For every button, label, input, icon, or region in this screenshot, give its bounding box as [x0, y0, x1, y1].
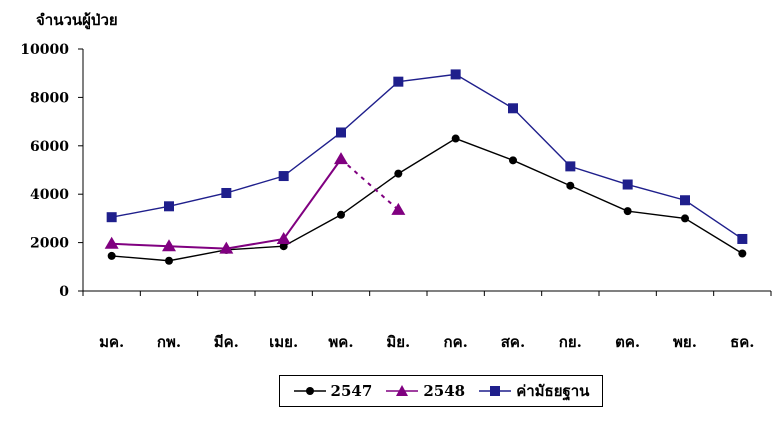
chart-legend: 2547 2548 ค่ามัธยฐาน	[279, 375, 603, 407]
data-point-2548	[276, 231, 291, 244]
legend-line-circle-icon	[293, 387, 326, 395]
y-tick-label: 8000	[30, 90, 69, 106]
data-point-ค่ามัธยฐาน	[508, 103, 518, 114]
data-point-2547	[509, 156, 517, 165]
x-tick-label: ธค.	[730, 333, 754, 351]
data-point-ค่ามัธยฐาน	[393, 76, 404, 87]
x-tick-label: กย.	[559, 333, 582, 351]
x-tick-label: สค.	[501, 333, 525, 351]
x-tick-label: มีค.	[214, 333, 239, 351]
data-point-2548	[104, 236, 119, 249]
data-point-2548	[391, 202, 406, 215]
data-point-2547	[623, 207, 632, 216]
data-point-ค่ามัธยฐาน	[221, 187, 232, 198]
x-tick-label: กพ.	[157, 333, 181, 351]
data-point-2547	[337, 210, 345, 219]
data-point-ค่ามัธยฐาน	[737, 233, 748, 244]
data-point-ค่ามัธยฐาน	[680, 195, 690, 206]
legend-label-2547: 2547	[330, 382, 373, 400]
legend-label-2548: 2548	[423, 382, 466, 400]
legend-item-2547: 2547	[293, 382, 373, 400]
x-tick-label: พย.	[673, 333, 697, 351]
data-point-ค่ามัธยฐาน	[565, 161, 576, 172]
data-point-ค่ามัธยฐาน	[450, 69, 461, 80]
x-tick-label: มค.	[99, 333, 124, 351]
y-tick-label: 0	[59, 284, 69, 300]
legend-item-2548: 2548	[385, 382, 465, 400]
series-line-2547	[111, 137, 743, 262]
data-point-2547	[681, 214, 689, 223]
data-point-2548	[334, 152, 348, 165]
series-line-2548	[111, 158, 342, 250]
y-tick-label: 2000	[30, 236, 69, 252]
data-point-2547	[738, 249, 747, 258]
legend-line-triangle-icon	[386, 385, 419, 396]
data-point-2547	[165, 256, 173, 265]
line-chart: 0 2000 4000 6000 8000 10000 มค. กพ. มีค. เมย. พค. ม…	[20, 42, 772, 351]
chart-markers	[104, 69, 748, 265]
y-tick-label: 6000	[30, 139, 69, 155]
legend-label-median: ค่ามัธยฐาน	[516, 382, 590, 400]
series-line-dashed-2548	[340, 158, 399, 211]
data-point-2547	[107, 251, 116, 260]
data-point-ค่ามัธยฐาน	[164, 201, 174, 212]
y-tick-label: 4000	[30, 187, 69, 203]
data-point-ค่ามัธยฐาน	[336, 127, 346, 138]
x-tick-label: พค.	[328, 333, 353, 351]
data-point-ค่ามัธยฐาน	[622, 179, 633, 190]
legend-item-median: ค่ามัธยฐาน	[478, 379, 589, 403]
data-point-ค่ามัธยฐาน	[106, 212, 117, 223]
x-tick-label: เมย.	[269, 333, 298, 351]
legend-line-square-icon	[479, 386, 512, 396]
data-point-2547	[394, 169, 403, 178]
x-tick-label: ตค.	[615, 333, 640, 351]
y-axis-title: จำนวนผู้ป่วย	[36, 11, 118, 29]
data-point-ค่ามัธยฐาน	[278, 171, 289, 182]
chart-axes	[82, 49, 771, 292]
data-point-2548	[219, 241, 234, 254]
chart-ticks: 0 2000 4000 6000 8000 10000 มค. กพ. มีค. เมย. พค. ม…	[20, 42, 772, 351]
data-point-2547	[566, 181, 575, 190]
data-point-2548	[162, 239, 176, 252]
chart-lines	[111, 73, 743, 262]
y-tick-label: 10000	[20, 42, 69, 58]
x-tick-label: กค.	[443, 333, 467, 351]
data-point-2547	[279, 242, 288, 251]
x-tick-label: มิย.	[386, 333, 410, 351]
data-point-2547	[451, 134, 460, 143]
series-line-ค่ามัธยฐาน	[111, 73, 743, 240]
